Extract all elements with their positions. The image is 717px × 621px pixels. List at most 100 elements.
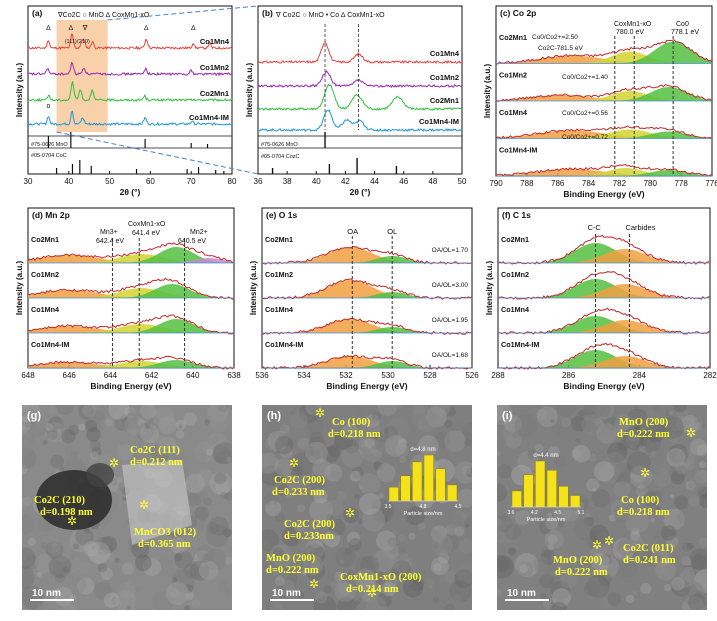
tem-texture bbox=[45, 423, 54, 432]
tem-texture bbox=[680, 588, 689, 597]
tem-texture bbox=[661, 416, 684, 439]
tem-texture bbox=[515, 553, 539, 577]
tem-texture bbox=[627, 536, 645, 555]
tem-texture bbox=[309, 498, 334, 523]
tem-texture bbox=[425, 406, 447, 428]
tem-texture bbox=[330, 580, 342, 592]
tem-texture bbox=[650, 548, 670, 568]
tem-texture bbox=[381, 581, 397, 597]
tem-texture bbox=[215, 480, 230, 495]
peak-marker: ∆ bbox=[46, 25, 51, 32]
tem-texture bbox=[508, 547, 517, 556]
tem-texture bbox=[372, 440, 379, 447]
tem-texture bbox=[94, 581, 113, 600]
tem-texture bbox=[433, 431, 450, 448]
tem-texture bbox=[279, 445, 293, 459]
panel-f: 288 286 284 282 Binding Energy (eV) Intensity… bbox=[485, 207, 717, 391]
histogram-bar bbox=[511, 490, 522, 508]
tem-texture bbox=[22, 426, 31, 437]
tem-texture bbox=[337, 596, 357, 610]
tem-texture bbox=[570, 556, 578, 564]
annotation: 780.0 eV bbox=[616, 29, 644, 36]
tem-texture bbox=[547, 534, 558, 545]
panel-d-component-fill bbox=[28, 254, 234, 263]
tem-texture bbox=[374, 577, 382, 585]
panel-e-tick-label: 534 bbox=[297, 371, 311, 380]
tem-texture bbox=[604, 416, 619, 431]
tem-texture bbox=[423, 405, 442, 420]
tem-texture bbox=[37, 418, 48, 429]
tem-texture bbox=[290, 410, 297, 416]
tem-texture bbox=[328, 573, 338, 583]
tem-texture bbox=[121, 562, 135, 575]
tem-texture bbox=[673, 405, 687, 413]
xrd-b-trace-Co1Mn2 bbox=[257, 70, 463, 89]
tem-texture bbox=[384, 425, 398, 440]
tem-texture bbox=[326, 416, 346, 436]
tem-texture bbox=[643, 479, 659, 495]
annotation: 640.5 eV bbox=[178, 238, 206, 245]
tem-annotation: d=0.222 nm bbox=[555, 567, 608, 578]
tem-texture bbox=[590, 544, 614, 567]
tem-texture bbox=[460, 512, 469, 520]
tem-texture bbox=[205, 448, 214, 456]
tem-texture bbox=[310, 431, 324, 445]
tem-texture bbox=[111, 479, 119, 487]
tem-texture bbox=[591, 488, 611, 508]
tem-texture bbox=[97, 552, 115, 570]
tem-texture bbox=[519, 564, 528, 573]
tem-texture bbox=[166, 559, 173, 565]
tem-texture bbox=[204, 548, 227, 571]
tem-texture bbox=[22, 416, 32, 434]
histogram-xlabel: Particle size/nm bbox=[404, 511, 443, 517]
tem-texture bbox=[310, 559, 321, 569]
tem-annotation: d=0.233nm bbox=[284, 531, 334, 542]
tem-texture bbox=[365, 413, 380, 428]
tem-texture bbox=[64, 445, 77, 458]
tem-texture bbox=[194, 549, 212, 567]
tem-texture bbox=[68, 554, 76, 561]
tem-texture bbox=[22, 465, 33, 477]
tem-texture bbox=[536, 408, 548, 420]
tem-texture bbox=[117, 410, 140, 432]
tem-texture bbox=[89, 451, 99, 461]
panel-c-component-fill bbox=[496, 170, 712, 176]
tem-texture bbox=[409, 583, 419, 593]
panel-b-frame bbox=[257, 5, 463, 175]
tem-texture bbox=[650, 517, 655, 523]
tem-texture bbox=[596, 405, 611, 417]
tem-texture bbox=[22, 514, 35, 535]
tem-texture bbox=[397, 546, 406, 555]
panel-d: 648 646 644 642 640 638 Binding Energy (eV) Int… bbox=[15, 207, 241, 391]
tem-texture bbox=[691, 554, 707, 570]
panel-f-tick-label: 288 bbox=[491, 371, 505, 380]
histogram-tick: 4.8 bbox=[420, 504, 427, 510]
tem-texture bbox=[264, 598, 285, 610]
panel-d-component-fill bbox=[28, 247, 234, 263]
tem-texture bbox=[465, 467, 472, 478]
tem-texture bbox=[269, 544, 293, 568]
tem-texture bbox=[671, 577, 691, 597]
tem-texture bbox=[213, 442, 232, 465]
tem-texture bbox=[95, 536, 115, 555]
tem-texture bbox=[646, 557, 667, 577]
tem-texture bbox=[132, 452, 140, 460]
tem-texture bbox=[356, 434, 378, 456]
tem-annotation: d=0.233 nm bbox=[272, 487, 325, 498]
panel-c-ylabel: Intensity (a.u.) bbox=[483, 64, 492, 119]
tem-texture bbox=[305, 560, 326, 581]
tem-texture bbox=[571, 415, 587, 432]
tem-image-g: (g) Co2C (111) d=0.212 nm Co2C (210) d=0.198… bbox=[22, 405, 232, 610]
temG-svg: (g) Co2C (111)d=0.212 nm Co2C (210)d=0.198… bbox=[22, 405, 232, 610]
tem-texture bbox=[297, 437, 310, 450]
tem-texture bbox=[99, 418, 122, 441]
tem-texture bbox=[497, 463, 512, 479]
tem-texture bbox=[631, 474, 650, 493]
annotation: OA/OL=1.95 bbox=[432, 317, 469, 324]
tem-annotation: Co2C (200) bbox=[274, 475, 326, 486]
tem-annotation: d=0.241 nm bbox=[623, 555, 676, 566]
tem-texture bbox=[550, 601, 568, 610]
histogram-xlabel: Particle size/nm bbox=[527, 517, 566, 523]
panel-c-series-label: Co1Mn4 bbox=[499, 108, 527, 117]
